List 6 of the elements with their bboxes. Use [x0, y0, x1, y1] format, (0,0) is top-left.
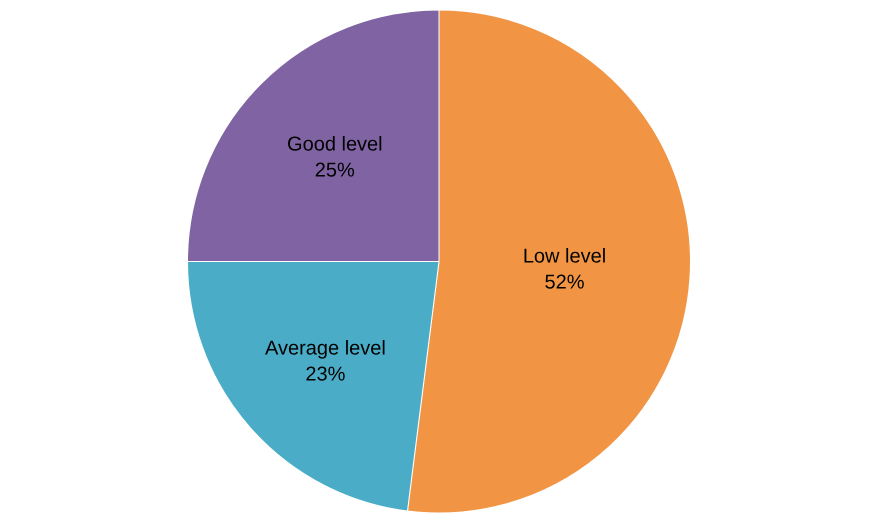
data-label: 52% — [544, 271, 585, 294]
slice-label: Good level — [287, 133, 383, 156]
slice-label: Average level — [265, 338, 386, 360]
data-label: 23% — [305, 364, 346, 386]
slice-label: Low level — [522, 245, 606, 268]
data-label: 25% — [314, 159, 356, 182]
